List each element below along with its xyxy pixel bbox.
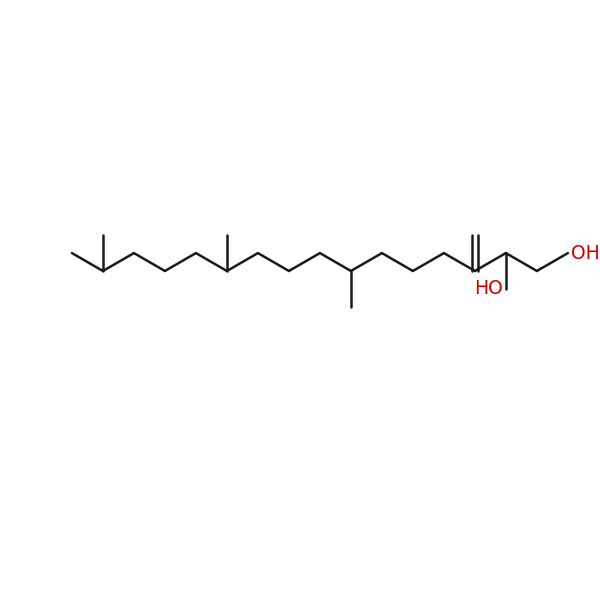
Text: OH: OH [571,244,599,263]
Text: HO: HO [474,280,503,298]
